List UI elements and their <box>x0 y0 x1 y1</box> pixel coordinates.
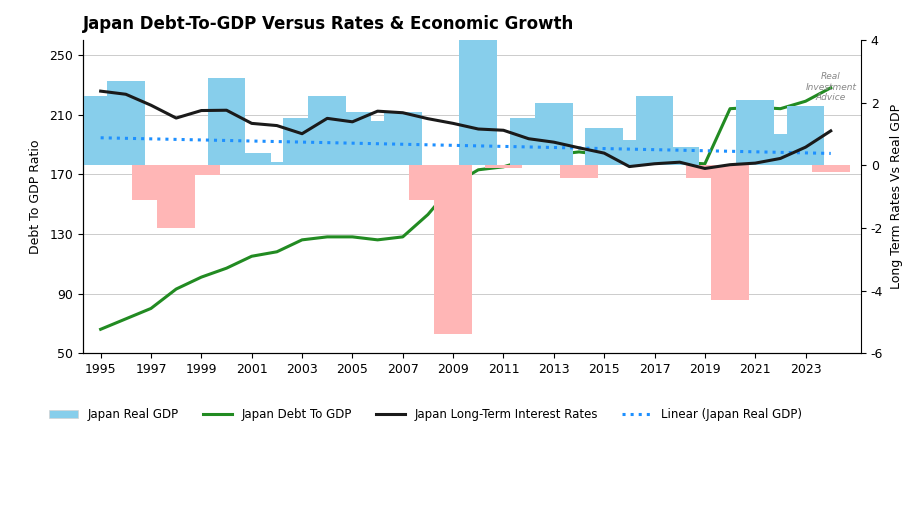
Bar <box>82 96 119 165</box>
Bar <box>333 112 371 165</box>
Bar <box>409 165 447 200</box>
Bar <box>459 34 498 165</box>
Bar <box>787 106 824 165</box>
Bar <box>560 165 598 178</box>
Bar <box>736 100 774 165</box>
Bar <box>434 165 472 334</box>
Bar <box>359 121 397 165</box>
Bar <box>635 96 674 165</box>
Bar <box>686 165 723 178</box>
Bar <box>812 165 850 172</box>
Bar <box>157 165 195 228</box>
Bar <box>132 165 170 200</box>
Bar <box>485 165 522 168</box>
Y-axis label: Debt To GDP Ratio: Debt To GDP Ratio <box>29 139 42 254</box>
Text: Japan Debt-To-GDP Versus Rates & Economic Growth: Japan Debt-To-GDP Versus Rates & Economi… <box>83 15 575 33</box>
Bar <box>233 153 271 165</box>
Bar <box>586 128 623 165</box>
Bar <box>258 162 296 165</box>
Bar <box>207 78 245 165</box>
Bar <box>106 81 145 165</box>
Bar <box>308 96 346 165</box>
Bar <box>661 146 699 165</box>
Bar <box>535 103 573 165</box>
Bar <box>610 140 648 165</box>
Bar <box>283 118 321 165</box>
Text: Real
Investment
Advice: Real Investment Advice <box>805 72 856 102</box>
Bar <box>384 112 421 165</box>
Bar <box>509 118 547 165</box>
Bar <box>711 165 749 300</box>
Legend: Japan Real GDP, Japan Debt To GDP, Japan Long-Term Interest Rates, Linear (Japan: Japan Real GDP, Japan Debt To GDP, Japan… <box>44 403 806 425</box>
Y-axis label: Long Term Rates Vs Real GDP: Long Term Rates Vs Real GDP <box>890 104 903 289</box>
Bar <box>183 165 220 175</box>
Bar <box>762 134 800 165</box>
